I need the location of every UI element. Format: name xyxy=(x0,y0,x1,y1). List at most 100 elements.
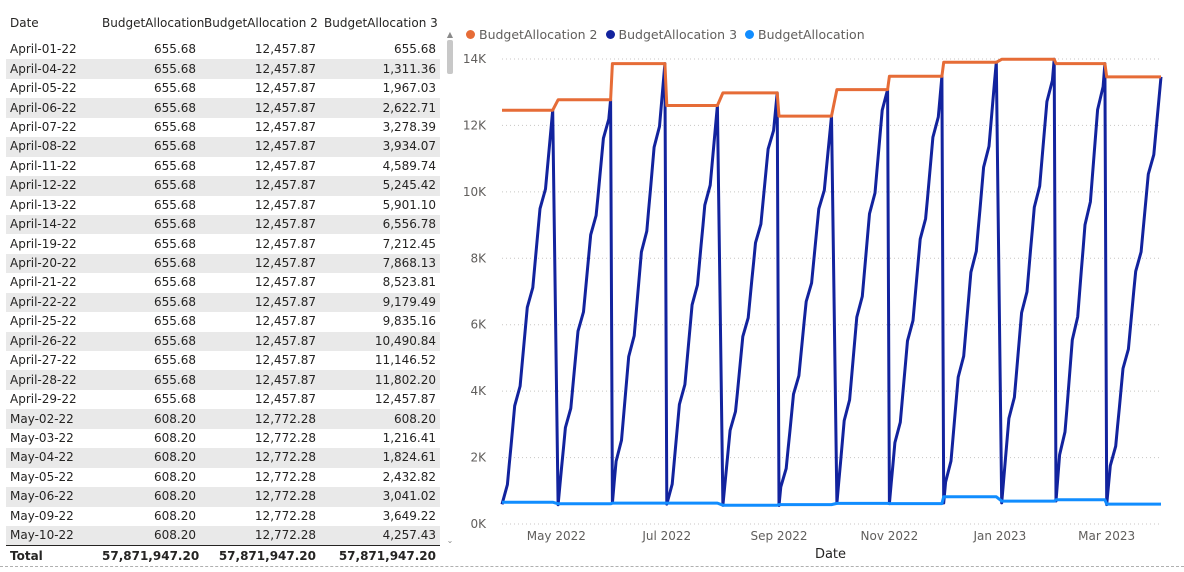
table-row[interactable]: April-25-22 655.68 12,457.87 9,835.16 xyxy=(6,312,440,331)
table-header-row: Date BudgetAllocation BudgetAllocation 2… xyxy=(6,12,440,40)
table-cell-date: April-28-22 xyxy=(6,370,98,390)
table-cell-value: 3,934.07 xyxy=(320,137,440,157)
table-row[interactable]: May-09-22 608.20 12,772.28 3,649.22 xyxy=(6,507,440,526)
table-cell-date: May-04-22 xyxy=(6,448,98,468)
scroll-up-icon[interactable]: ▲ xyxy=(446,30,454,39)
total-budget-allocation: 57,871,947.20 xyxy=(98,545,200,567)
table-total-row: Total 57,871,947.20 57,871,947.20 57,871… xyxy=(6,545,440,567)
x-tick-label: Jan 2023 xyxy=(972,529,1026,543)
table-row[interactable]: May-03-22 608.20 12,772.28 1,216.41 xyxy=(6,429,440,448)
table-row[interactable]: May-05-22 608.20 12,772.28 2,432.82 xyxy=(6,468,440,487)
budget-table: Date BudgetAllocation BudgetAllocation 2… xyxy=(6,12,440,567)
x-tick-label: May 2022 xyxy=(527,529,586,543)
table-row[interactable]: April-26-22 655.68 12,457.87 10,490.84 xyxy=(6,331,440,351)
table-row[interactable]: April-05-22 655.68 12,457.87 1,967.03 xyxy=(6,79,440,98)
y-tick-label: 14K xyxy=(463,52,487,66)
table-row[interactable]: May-10-22 608.20 12,772.28 4,257.43 xyxy=(6,525,440,546)
table-cell-value: 655.68 xyxy=(154,158,196,173)
table-cell-value: 608.20 xyxy=(320,409,440,429)
table-cell-value: 655.68 xyxy=(154,81,196,96)
x-tick-label: Mar 2023 xyxy=(1078,529,1135,543)
table-row[interactable]: April-07-22 655.68 12,457.87 3,278.39 xyxy=(6,118,440,137)
table-row[interactable]: May-04-22 608.20 12,772.28 1,824.61 xyxy=(6,448,440,468)
series-line-budget-allocation xyxy=(502,495,1161,507)
column-header-budget-allocation-2[interactable]: BudgetAllocation 2 xyxy=(204,16,318,30)
table-row[interactable]: April-19-22 655.68 12,457.87 7,212.45 xyxy=(6,234,440,253)
table-row[interactable]: April-28-22 655.68 12,457.87 11,802.20 xyxy=(6,370,440,390)
table-scrollbar[interactable]: ▲ ⌄ xyxy=(444,30,456,546)
table-cell-value: 8,523.81 xyxy=(382,275,436,290)
table-cell-date: April-13-22 xyxy=(10,197,77,212)
table-cell-date: April-08-22 xyxy=(6,137,98,157)
table-cell-date: April-12-22 xyxy=(6,176,98,196)
table-cell-date: April-04-22 xyxy=(6,59,98,79)
column-header-budget-allocation-3[interactable]: BudgetAllocation 3 xyxy=(324,16,438,30)
table-row[interactable]: April-20-22 655.68 12,457.87 7,868.13 xyxy=(6,253,440,274)
table-row[interactable]: April-14-22 655.68 12,457.87 6,556.78 xyxy=(6,214,440,235)
table-cell-value: 5,245.42 xyxy=(320,176,440,196)
legend-item-budget-allocation-2[interactable]: BudgetAllocation 2 xyxy=(466,27,598,42)
table-row[interactable]: April-22-22 655.68 12,457.87 9,179.49 xyxy=(6,292,440,313)
table-cell-value: 7,212.45 xyxy=(382,236,436,251)
table-cell-date: May-09-22 xyxy=(10,508,74,523)
table-cell-value: 12,457.87 xyxy=(254,119,316,134)
table-cell-value: 12,457.87 xyxy=(200,176,320,196)
table-row[interactable]: May-02-22 608.20 12,772.28 608.20 xyxy=(6,409,440,429)
table-cell-value: 12,457.87 xyxy=(200,214,320,235)
table-row[interactable]: April-06-22 655.68 12,457.87 2,622.71 xyxy=(6,98,440,118)
table-row[interactable]: April-13-22 655.68 12,457.87 5,901.10 xyxy=(6,196,440,215)
legend-marker-budget-allocation-3 xyxy=(605,30,615,39)
table-row[interactable]: April-08-22 655.68 12,457.87 3,934.07 xyxy=(6,137,440,157)
table-cell-date: April-21-22 xyxy=(10,275,77,290)
legend-marker-budget-allocation xyxy=(745,30,755,39)
table-cell-value: 12,457.87 xyxy=(200,331,320,351)
series-line-budget-allocation-3 xyxy=(500,57,1163,507)
table-cell-date: April-29-22 xyxy=(10,392,77,407)
table-cell-value: 655.68 xyxy=(154,275,196,290)
table-cell-date: April-22-22 xyxy=(6,292,98,313)
table-cell-value: 12,457.87 xyxy=(254,392,316,407)
table-cell-value: 12,457.87 xyxy=(254,197,316,212)
table-row[interactable]: April-04-22 655.68 12,457.87 1,311.36 xyxy=(6,59,440,79)
column-header-budget-allocation[interactable]: BudgetAllocation xyxy=(102,16,205,30)
table-cell-value: 7,868.13 xyxy=(320,253,440,274)
y-tick-label: 12K xyxy=(463,118,487,132)
table-cell-value: 655.68 xyxy=(98,98,200,118)
legend-item-budget-allocation[interactable]: BudgetAllocation xyxy=(745,27,865,42)
table-cell-value: 655.68 xyxy=(98,331,200,351)
table-row[interactable]: May-06-22 608.20 12,772.28 3,041.02 xyxy=(6,487,440,507)
y-tick-label: 4K xyxy=(470,384,487,398)
table-row[interactable]: April-29-22 655.68 12,457.87 12,457.87 xyxy=(6,390,440,409)
table-cell-value: 608.20 xyxy=(98,487,200,507)
table-cell-value: 655.68 xyxy=(154,119,196,134)
table-cell-value: 655.68 xyxy=(98,292,200,313)
table-cell-value: 12,457.87 xyxy=(200,370,320,390)
table-cell-date: April-05-22 xyxy=(10,81,77,96)
column-header-date[interactable]: Date xyxy=(10,16,39,30)
table-cell-value: 608.20 xyxy=(98,525,200,546)
table-cell-value: 4,257.43 xyxy=(320,525,440,546)
table-row[interactable]: April-01-22 655.68 12,457.87 655.68 xyxy=(6,40,440,59)
legend-item-budget-allocation-3[interactable]: BudgetAllocation 3 xyxy=(605,27,737,42)
table-row[interactable]: April-12-22 655.68 12,457.87 5,245.42 xyxy=(6,176,440,196)
scroll-thumb[interactable] xyxy=(447,40,453,74)
chart-legend: BudgetAllocation 2 BudgetAllocation 3 Bu… xyxy=(466,27,865,42)
table-cell-value: 12,772.28 xyxy=(254,469,316,484)
table-cell-value: 655.68 xyxy=(154,392,196,407)
table-row[interactable]: April-11-22 655.68 12,457.87 4,589.74 xyxy=(6,157,440,176)
table-cell-value: 608.20 xyxy=(154,430,196,445)
table-cell-date: May-03-22 xyxy=(10,430,74,445)
table-row[interactable]: April-21-22 655.68 12,457.87 8,523.81 xyxy=(6,273,440,292)
table-cell-value: 12,457.87 xyxy=(254,353,316,368)
x-tick-label: Nov 2022 xyxy=(861,529,919,543)
scroll-down-icon[interactable]: ⌄ xyxy=(446,536,454,545)
table-cell-value: 12,772.28 xyxy=(200,487,320,507)
table-cell-date: April-25-22 xyxy=(10,314,77,329)
y-tick-label: 6K xyxy=(470,318,487,332)
table-body: April-01-22 655.68 12,457.87 655.68 April-04… xyxy=(6,40,440,546)
table-cell-value: 12,772.28 xyxy=(254,508,316,523)
table-cell-value: 12,457.87 xyxy=(200,98,320,118)
table-row[interactable]: April-27-22 655.68 12,457.87 11,146.52 xyxy=(6,351,440,370)
x-tick-label: Jul 2022 xyxy=(641,529,691,543)
legend-label-budget-allocation-2: BudgetAllocation 2 xyxy=(479,27,598,42)
